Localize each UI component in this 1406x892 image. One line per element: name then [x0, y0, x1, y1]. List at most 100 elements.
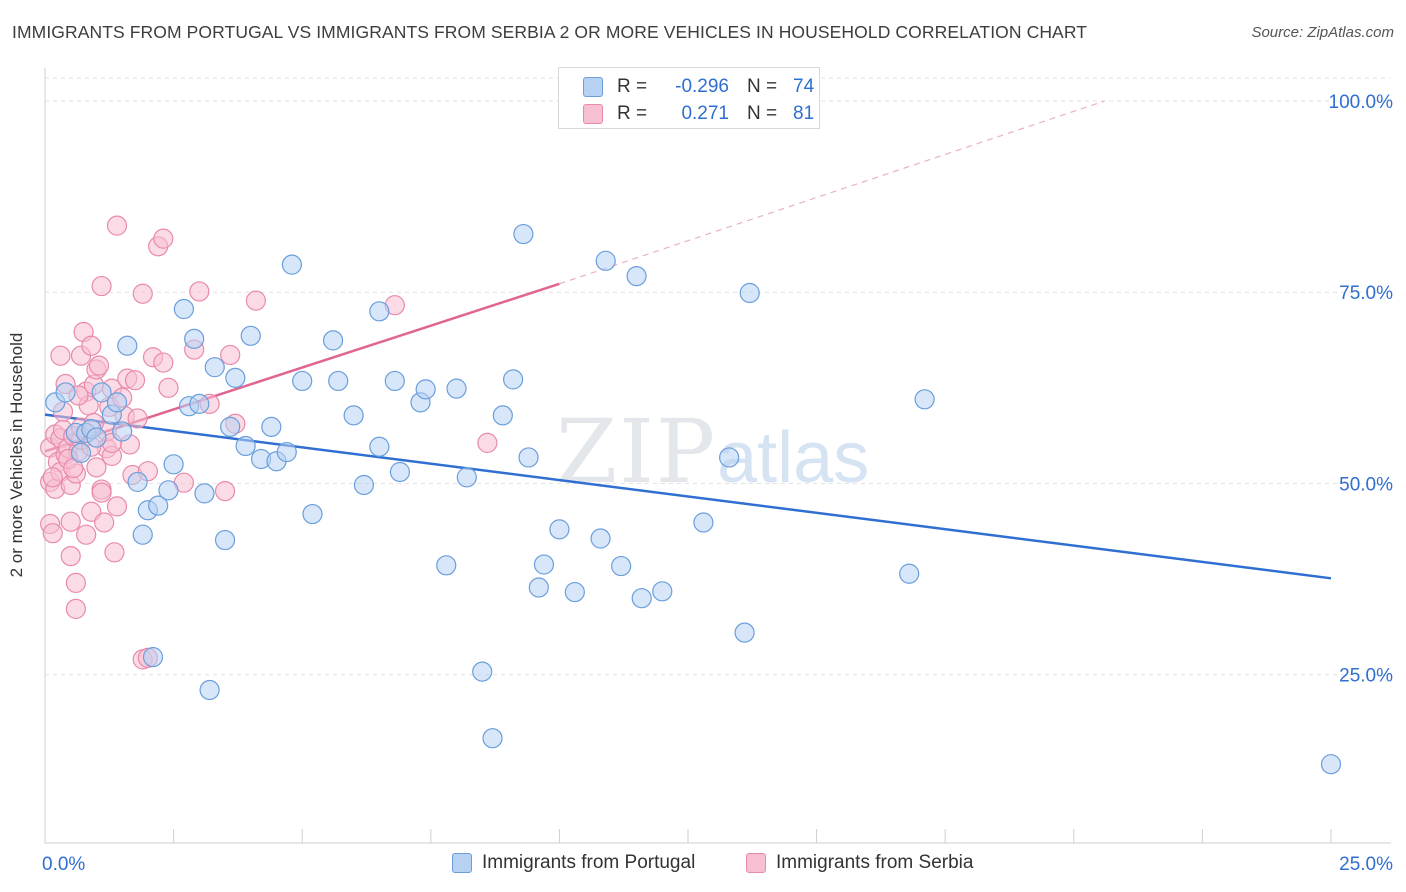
portugal-point-60	[595, 250, 616, 271]
serbia-point-32	[86, 457, 107, 478]
portugal-point-26	[225, 367, 246, 388]
portugal-point-17	[173, 298, 194, 320]
portugal-point-40	[369, 301, 390, 322]
portugal-point-57	[549, 519, 570, 540]
portugal-point-27	[235, 435, 256, 457]
serbia-point-26	[76, 524, 97, 545]
portugal-point-53	[513, 223, 534, 245]
portugal-point-73	[86, 427, 107, 448]
portugal-point-30	[261, 416, 282, 437]
portugal-point-38	[343, 405, 364, 426]
portugal-point-36	[322, 330, 344, 351]
serbia-point-43	[104, 542, 125, 563]
portugal-point-65	[693, 512, 714, 533]
legend-portugal-swatch	[452, 853, 472, 873]
portugal-point-61	[611, 555, 632, 577]
portugal-point-47	[446, 378, 467, 399]
portugal-point-71	[1320, 754, 1342, 775]
portugal-point-70	[914, 389, 935, 410]
serbia-point-44	[106, 215, 128, 236]
y-tick-label-1: 50.0%	[1339, 474, 1393, 495]
portugal-point-16	[163, 454, 184, 475]
portugal-point-37	[328, 370, 349, 392]
portugal-point-67	[734, 622, 755, 643]
portugal-point-24	[214, 529, 236, 551]
portugal-point-3	[70, 442, 92, 463]
serbia-point-36	[91, 275, 112, 297]
serbia-point-18	[65, 598, 86, 620]
portugal-point-35	[302, 503, 323, 525]
serbia-point-62	[189, 281, 210, 302]
serbia-point-16	[60, 511, 81, 532]
serbia-point-74	[91, 482, 112, 503]
portugal-point-23	[204, 357, 225, 378]
portugal-point-11	[127, 471, 148, 493]
portugal-point-28	[240, 325, 261, 346]
portugal-point-34	[292, 370, 313, 392]
portugal-point-68	[739, 282, 760, 304]
portugal-point-58	[564, 581, 585, 603]
legend-portugal-label: Immigrants from Portugal	[482, 852, 696, 873]
portugal-point-48	[456, 467, 477, 488]
serbia-point-53	[132, 283, 153, 304]
portugal-point-62	[626, 266, 647, 287]
serbia-point-9	[50, 345, 71, 366]
portugal-point-33	[281, 254, 303, 275]
watermark-zip: ZIP	[556, 400, 718, 503]
serbia-r-value: 0.271	[681, 103, 729, 124]
portugal-point-39	[353, 474, 375, 496]
legend-item-serbia[interactable]: Immigrants from Serbia	[746, 852, 973, 874]
serbia-point-51	[127, 408, 148, 429]
serbia-point-80	[124, 370, 146, 391]
portugal-point-49	[472, 661, 493, 682]
serbia-point-34	[88, 355, 110, 376]
serbia-point-3	[42, 523, 63, 544]
portugal-point-50	[482, 728, 503, 749]
serbia-point-37	[94, 512, 115, 533]
portugal-point-72	[142, 647, 164, 668]
portugal-point-1	[55, 382, 76, 403]
portugal-point-54	[518, 447, 539, 468]
portugal-point-10	[117, 335, 138, 356]
portugal-point-59	[590, 528, 611, 549]
portugal-point-41	[369, 436, 390, 457]
serbia-swatch	[583, 104, 603, 124]
portugal-point-19	[184, 328, 205, 349]
serbia-point-58	[153, 352, 174, 373]
portugal-point-6	[91, 382, 112, 403]
portugal-point-51	[492, 405, 513, 426]
serbia-point-59	[158, 377, 179, 398]
serbia-point-69	[477, 432, 498, 454]
stats-row-portugal: R = -0.296 N = 74	[583, 74, 814, 100]
serbia-point-65	[220, 344, 241, 366]
portugal-point-12	[132, 524, 153, 545]
portugal-swatch	[583, 77, 603, 97]
portugal-point-20	[189, 393, 210, 414]
y-tick-label-2: 75.0%	[1339, 283, 1393, 304]
serbia-r-label: R =	[617, 103, 648, 124]
portugal-r-value: -0.296	[675, 76, 729, 97]
legend-item-portugal[interactable]: Immigrants from Portugal	[452, 852, 695, 874]
serbia-trend-extension	[559, 100, 1105, 285]
stats-row-serbia: R = 0.271 N = 81	[583, 101, 814, 127]
portugal-point-9	[112, 421, 133, 442]
source-label: Source: ZipAtlas.com	[1251, 24, 1394, 41]
portugal-r-label: R =	[617, 76, 648, 97]
watermark-atlas: atlas	[717, 418, 870, 498]
portugal-point-63	[631, 588, 652, 609]
serbia-point-15	[60, 546, 81, 567]
y-tick-label-0: 25.0%	[1339, 666, 1393, 687]
trend-lines	[44, 100, 1332, 580]
stats-legend: R = -0.296 N = 74 R = 0.271 N = 81	[558, 67, 820, 129]
portugal-point-52	[503, 369, 524, 390]
series-portugal-points	[45, 223, 1342, 775]
serbia-point-64	[214, 481, 236, 502]
tick-labels: 25.0% 50.0% 75.0% 100.0% 0.0% 25.0%	[42, 92, 1393, 875]
portugal-point-22	[199, 679, 220, 701]
portugal-point-55	[528, 577, 549, 598]
chart-title: IMMIGRANTS FROM PORTUGAL VS IMMIGRANTS F…	[12, 22, 1088, 42]
x-tick-label-0: 0.0%	[42, 854, 85, 875]
watermark: ZIPatlas	[556, 400, 869, 503]
portugal-point-56	[533, 554, 555, 575]
portugal-point-43	[389, 461, 411, 483]
